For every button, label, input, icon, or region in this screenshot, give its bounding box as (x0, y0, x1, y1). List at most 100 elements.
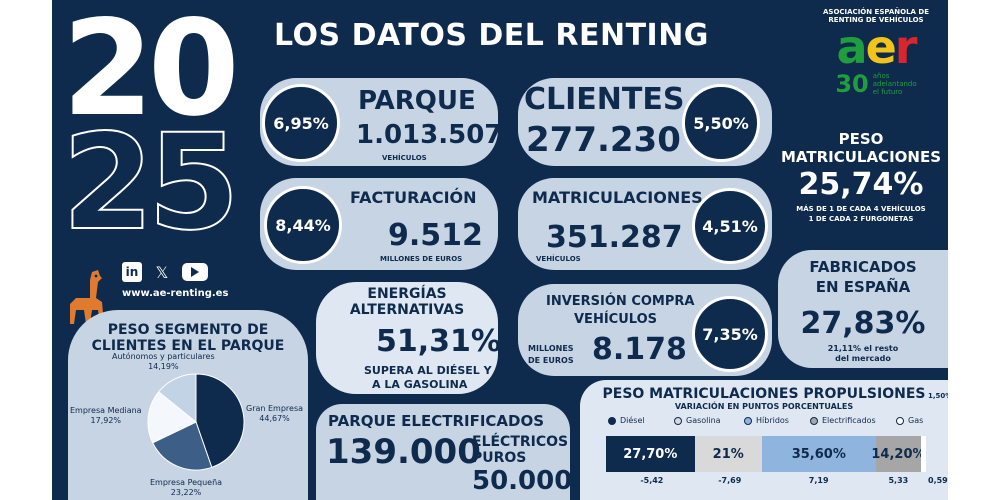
pie-label-mediana: Empresa Mediana 17,92% (70, 406, 142, 426)
propulsiones-subtitle: VARIACIÓN EN PUNTOS PORCENTUALES (674, 402, 854, 411)
logo-letter-a: a (836, 20, 868, 74)
facturacion-value: 9.512 (388, 218, 483, 253)
electrificados-card: PARQUE ELECTRIFICADOS 139.000 ELÉCTRICOS… (316, 404, 570, 500)
parque-label: PARQUE (358, 86, 476, 116)
energias-value: 51,31% (376, 324, 498, 359)
pie-slice-1 (152, 421, 213, 471)
year-bottom: 25 (61, 106, 241, 260)
fabricados-card: FABRICADOS EN ESPAÑA 27,83% 21,11% el re… (778, 250, 948, 368)
electrificados-sub1: ELÉCTRICOS (472, 434, 569, 450)
propulsiones-title: PESO MATRICULACIONES PROPULSIONES (602, 386, 926, 402)
legend-label: Híbridos (756, 416, 789, 425)
matriculaciones-unit: VEHÍCULOS (536, 255, 581, 263)
inversion-unit2: DE EUROS (528, 356, 574, 365)
logo-acronym: aer (816, 24, 936, 70)
logo-assoc-line2: RENTING DE VEHÍCULOS (828, 16, 924, 24)
fabricados-note2: del mercado (835, 354, 891, 363)
energias-label2: ALTERNATIVAS (349, 302, 465, 318)
pie-label-autonomos-name: Autónomos y particulares (112, 352, 215, 361)
pie-slice-3 (157, 373, 197, 424)
clientes-label: CLIENTES (524, 82, 685, 117)
pie-slice-2 (147, 391, 197, 444)
segmento-title1: PESO SEGMENTO DE (107, 322, 269, 338)
youtube-icon[interactable] (182, 263, 208, 281)
pie-label-autonomos: Autónomos y particulares 14,19% (112, 352, 215, 372)
aer-logo: ASOCIACIÓN ESPAÑOLA DE RENTING DE VEHÍCU… (816, 8, 936, 96)
llama-mascot-icon (70, 270, 104, 324)
propulsiones-legend: Diésel Gasolina Híbridos Electrificados Gas (580, 416, 948, 428)
inversion-label2: VEHÍCULOS (574, 312, 657, 327)
fabricados-label1: FABRICADOS (809, 258, 917, 276)
peso-matric-label1: PESO (838, 130, 884, 148)
fabricados-value: 27,83% (800, 306, 926, 341)
pie-slice-0 (195, 373, 245, 468)
stack-segment-1: 21% (694, 436, 762, 472)
legend-dot-icon (744, 416, 752, 425)
facturacion-pct-badge: 8,44% (264, 186, 342, 264)
electrificados-sub-value: 50.000 (472, 466, 570, 496)
peso-matric-note1: MÁS DE 1 DE CADA 4 VEHÍCULOS (796, 205, 926, 213)
energias-card: ENERGÍAS ALTERNATIVAS 51,31% SUPERA AL D… (316, 282, 498, 394)
pie-label-autonomos-pct: 14,19% (148, 362, 179, 371)
legend-item-4: Gas (896, 416, 923, 425)
legend-label: Gasolina (686, 416, 721, 425)
linkedin-icon[interactable]: in (122, 262, 142, 282)
pie-label-mediana-name: Empresa Mediana (70, 406, 142, 415)
variation-label-3: 5,33 (888, 476, 909, 485)
social-icons: in 𝕏 (122, 262, 208, 282)
infographic-frame: 20 25 LOS DATOS DEL RENTING ASOCIACIÓN E… (52, 0, 948, 500)
peso-matric-note2: 1 DE CADA 2 FURGONETAS (808, 215, 914, 223)
electrificados-sub2: PUROS (472, 450, 527, 466)
legend-dot-icon (674, 416, 682, 425)
legend-label: Gas (908, 416, 924, 425)
peso-matric-label2: MATRICULACIONES (780, 148, 942, 166)
facturacion-unit: MILLONES DE EUROS (380, 255, 463, 263)
logo-anniv-number: 30 (835, 70, 869, 98)
inversion-value: 8.178 (592, 332, 687, 367)
clientes-pct-badge: 5,50% (682, 84, 760, 162)
logo-letter-e: e (865, 20, 897, 74)
parque-value: 1.013.507 (356, 120, 498, 150)
variation-label-1: -7,69 (718, 476, 742, 485)
legend-item-3: Electrificados (810, 416, 876, 425)
parque-unit: VEHÍCULOS (382, 154, 427, 162)
legend-item-2: Híbridos (744, 416, 789, 425)
logo-anniv-text1: años (872, 72, 890, 80)
segmento-title2: CLIENTES EN EL PARQUE (91, 338, 285, 354)
propulsiones-stacked-bar: 27,70% 21% 35,60% 14,20% (606, 436, 926, 472)
pie-label-pequena-name: Empresa Pequeña (150, 478, 223, 487)
stack-segment-0: 27,70% (606, 436, 695, 472)
stack-segment-2: 35,60% (761, 436, 876, 472)
propulsiones-card: PESO MATRICULACIONES PROPULSIONES VARIAC… (580, 380, 948, 500)
legend-dot-icon (608, 416, 616, 425)
pie-label-pequena: Empresa Pequeña 23,22% (150, 478, 222, 498)
pie-label-mediana-pct: 17,92% (90, 416, 122, 425)
pie-label-gran-name: Gran Empresa (246, 404, 304, 413)
pie-label-gran: Gran Empresa 44,67% (246, 404, 303, 424)
legend-label: Electrificados (822, 416, 876, 425)
stack-segment-4 (921, 436, 926, 472)
variation-label-2: 7,19 (808, 476, 829, 485)
peso-matriculaciones-block: PESO MATRICULACIONES 25,74% MÁS DE 1 DE … (776, 130, 946, 224)
fabricados-note1: 21,11% el resto (827, 344, 899, 353)
fabricados-label2: EN ESPAÑA (815, 278, 911, 296)
website-link[interactable]: www.ae-renting.es (122, 288, 229, 299)
x-icon[interactable]: 𝕏 (155, 262, 169, 282)
matriculaciones-value: 351.287 (546, 220, 683, 255)
legend-label: Diésel (620, 416, 645, 425)
electrificados-label: PARQUE ELECTRIFICADOS (328, 412, 545, 430)
inversion-label1: INVERSIÓN COMPRA (546, 294, 695, 309)
matriculaciones-pct-badge: 4,51% (692, 188, 768, 264)
legend-dot-icon (810, 416, 818, 425)
stack-segment-3: 14,20% (871, 436, 926, 472)
year-top: 20 (62, 0, 240, 146)
legend-dot-icon (896, 416, 904, 425)
inversion-pct-badge: 7,35% (692, 296, 768, 372)
logo-anniv-text3: el futuro (872, 88, 903, 96)
logo-anniv-text2: adelantando (872, 80, 917, 88)
pie-label-pequena-pct: 23,22% (170, 488, 202, 497)
stack-segment-label-4: 1,50% (928, 392, 948, 400)
inversion-unit1: MILLONES (528, 344, 574, 353)
segmento-card: PESO SEGMENTO DE CLIENTES EN EL PARQUE A… (68, 310, 308, 500)
variation-label-0: -5,42 (640, 476, 664, 485)
